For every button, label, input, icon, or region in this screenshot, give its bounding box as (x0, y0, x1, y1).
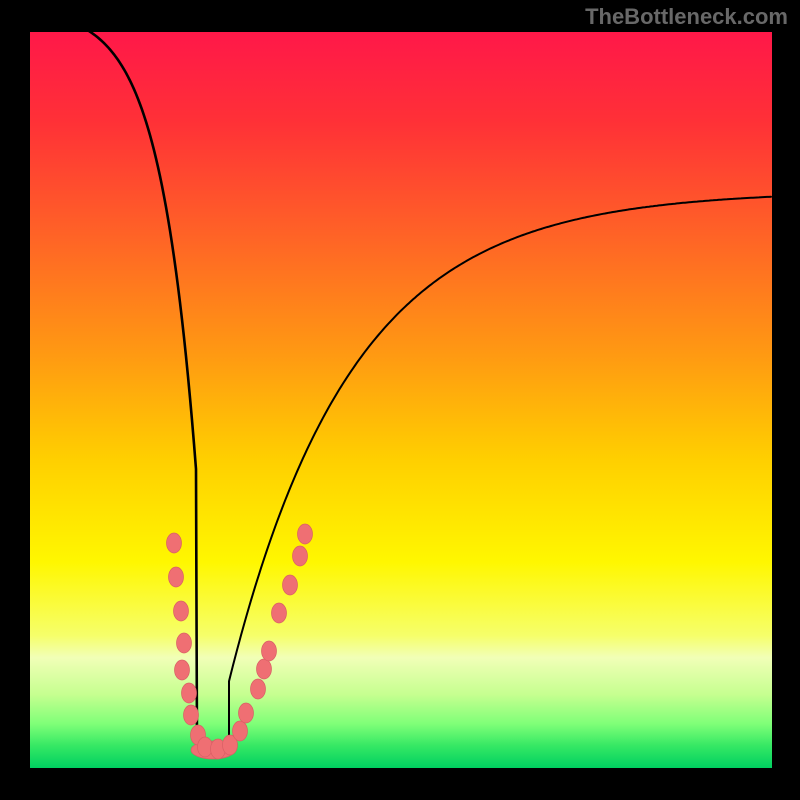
data-marker (167, 533, 182, 553)
data-marker (184, 705, 199, 725)
data-marker (169, 567, 184, 587)
watermark-label: TheBottleneck.com (585, 4, 788, 30)
data-marker (174, 601, 189, 621)
chart-stage: TheBottleneck.com (0, 0, 800, 800)
data-marker (239, 703, 254, 723)
data-marker (257, 659, 272, 679)
data-marker (283, 575, 298, 595)
data-marker (233, 721, 248, 741)
data-marker (272, 603, 287, 623)
data-marker (251, 679, 266, 699)
chart-svg (0, 0, 800, 800)
data-marker (198, 737, 213, 757)
data-marker (262, 641, 277, 661)
data-marker (175, 660, 190, 680)
data-marker (298, 524, 313, 544)
data-marker (177, 633, 192, 653)
plot-background (30, 32, 772, 768)
data-marker (182, 683, 197, 703)
data-marker (293, 546, 308, 566)
